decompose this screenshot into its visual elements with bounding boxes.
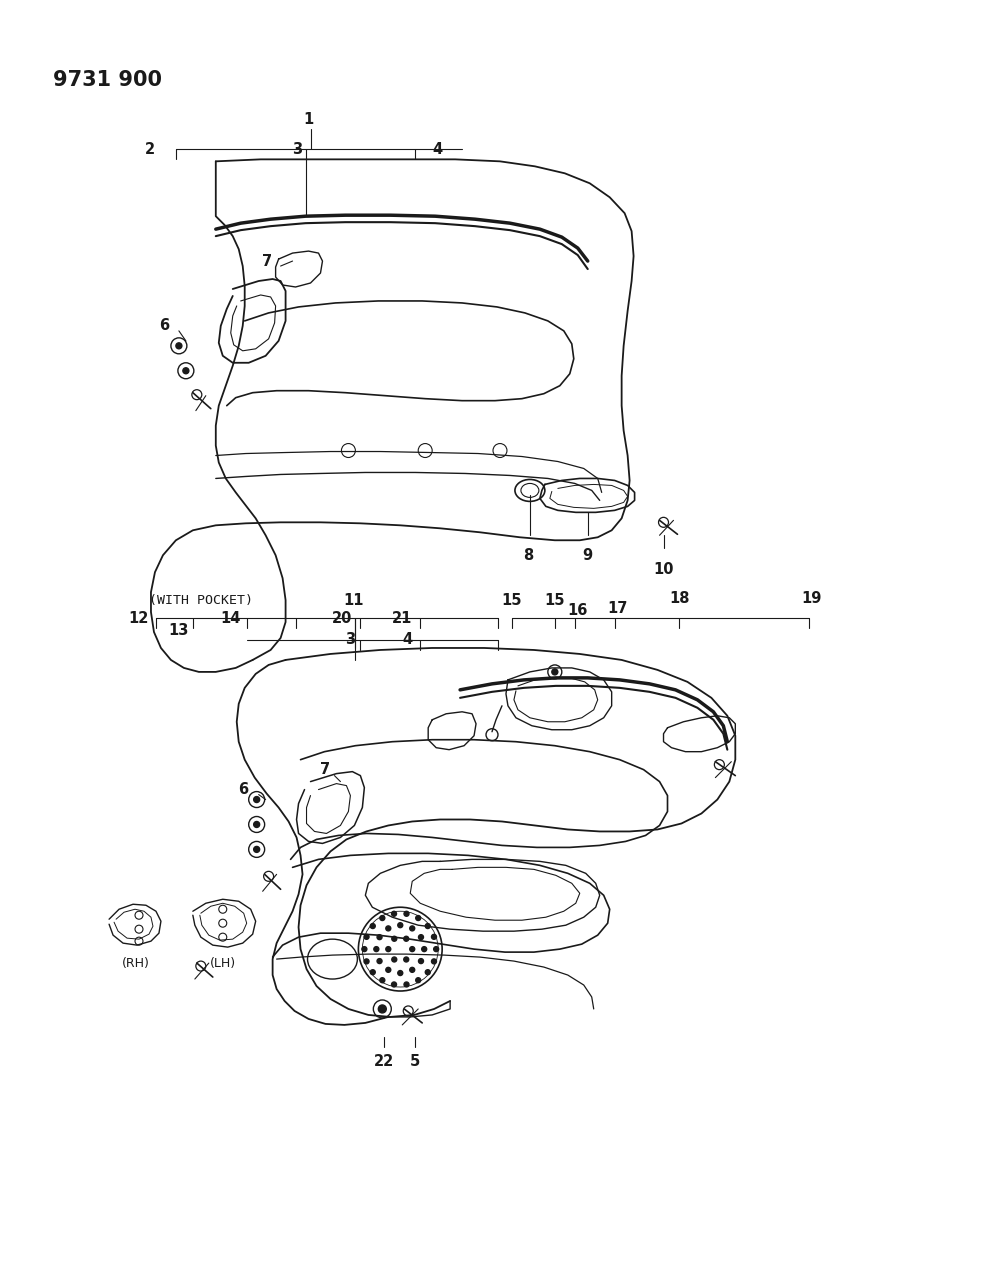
Circle shape [377, 959, 382, 964]
Circle shape [391, 912, 396, 917]
Circle shape [370, 970, 375, 974]
Circle shape [425, 923, 430, 928]
Text: 4: 4 [432, 142, 442, 157]
Circle shape [253, 847, 259, 853]
Circle shape [391, 958, 396, 961]
Circle shape [182, 367, 188, 374]
Circle shape [403, 958, 408, 961]
Text: (LH): (LH) [209, 958, 236, 970]
Circle shape [391, 982, 396, 987]
Text: 18: 18 [669, 590, 689, 606]
Circle shape [380, 978, 385, 983]
Circle shape [431, 935, 436, 940]
Circle shape [380, 915, 385, 921]
Text: (WITH POCKET): (WITH POCKET) [149, 594, 252, 607]
Text: 14: 14 [220, 611, 241, 626]
Text: 5: 5 [409, 1054, 420, 1068]
Circle shape [377, 935, 382, 940]
Circle shape [374, 946, 379, 951]
Text: 3: 3 [292, 142, 303, 157]
Circle shape [386, 968, 390, 973]
Text: 16: 16 [567, 603, 588, 617]
Text: 4: 4 [401, 632, 412, 648]
Circle shape [370, 923, 375, 928]
Text: 12: 12 [128, 611, 149, 626]
Circle shape [176, 343, 181, 349]
Circle shape [364, 935, 369, 940]
Text: 7: 7 [262, 254, 272, 269]
Circle shape [403, 912, 408, 917]
Circle shape [409, 926, 414, 931]
Text: 9731 900: 9731 900 [53, 70, 162, 89]
Circle shape [433, 946, 438, 951]
Text: 19: 19 [800, 590, 820, 606]
Text: 1: 1 [303, 112, 314, 128]
Circle shape [418, 959, 423, 964]
Text: 11: 11 [343, 593, 363, 608]
Circle shape [409, 968, 414, 973]
Text: 15: 15 [544, 593, 565, 608]
Text: 6: 6 [159, 319, 169, 333]
Text: 6: 6 [239, 782, 248, 797]
Circle shape [391, 936, 396, 941]
Text: 3: 3 [345, 632, 355, 648]
Circle shape [415, 915, 420, 921]
Circle shape [378, 1005, 386, 1012]
Circle shape [364, 959, 369, 964]
Text: 2: 2 [145, 142, 155, 157]
Text: 8: 8 [523, 548, 532, 564]
Circle shape [409, 946, 414, 951]
Text: 7: 7 [320, 762, 330, 778]
Circle shape [253, 821, 259, 827]
Text: 17: 17 [606, 601, 627, 616]
Text: 9: 9 [582, 548, 593, 564]
Circle shape [415, 978, 420, 983]
Circle shape [386, 926, 390, 931]
Text: (RH): (RH) [122, 958, 150, 970]
Text: 20: 20 [331, 611, 352, 626]
Circle shape [397, 923, 402, 928]
Circle shape [425, 970, 430, 974]
Circle shape [431, 959, 436, 964]
Circle shape [551, 669, 557, 674]
Text: 22: 22 [374, 1054, 394, 1068]
Circle shape [397, 970, 402, 975]
Circle shape [386, 946, 390, 951]
Text: 21: 21 [391, 611, 412, 626]
Text: 13: 13 [169, 622, 188, 638]
Circle shape [362, 946, 367, 951]
Circle shape [418, 935, 423, 940]
Text: 10: 10 [653, 562, 673, 578]
Text: 15: 15 [501, 593, 522, 608]
Circle shape [403, 936, 408, 941]
Circle shape [421, 946, 426, 951]
Circle shape [253, 797, 259, 802]
Circle shape [403, 982, 408, 987]
